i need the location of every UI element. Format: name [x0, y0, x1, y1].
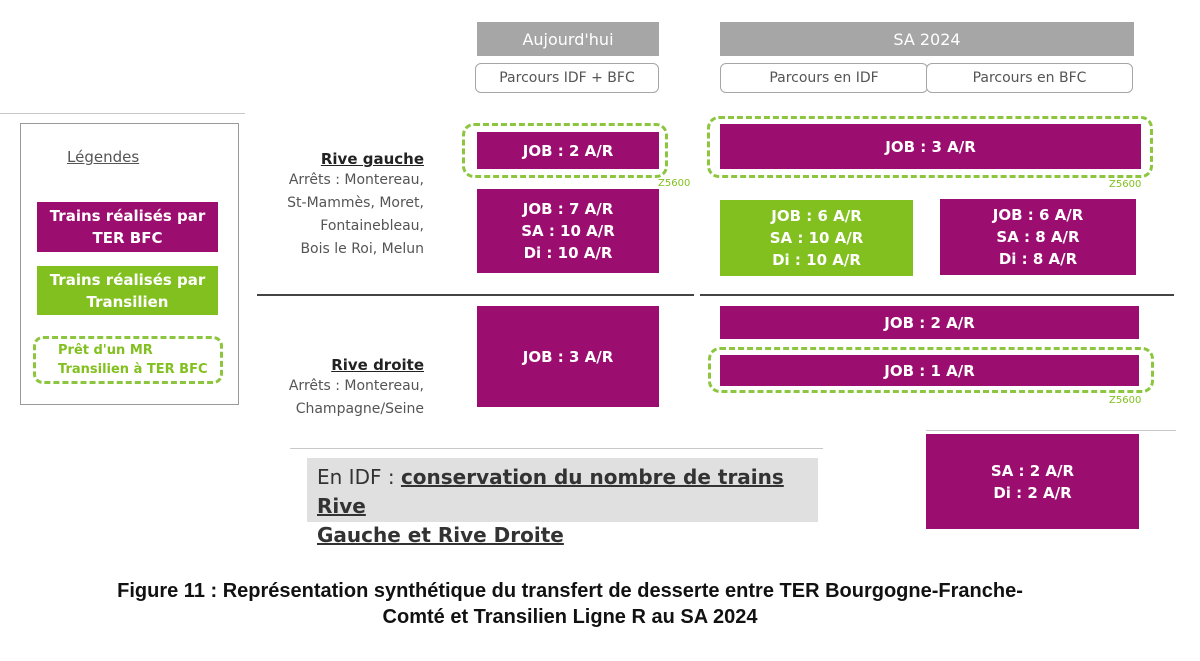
legend-transilien-line1: Trains réalisés par [49, 270, 206, 289]
rg-today-top-box: JOB : 2 A/R [477, 132, 659, 169]
figure-caption-line1: Figure 11 : Représentation synthétique d… [117, 580, 1023, 602]
rive-gauche-stop: Arrêts : Montereau, [288, 172, 424, 188]
rg-sa-bfc-line: SA : 8 A/R [996, 228, 1080, 246]
pret-mr-dashed-outline [708, 347, 1154, 393]
figure-caption-line2: Comté et Transilien Ligne R au SA 2024 [382, 606, 758, 628]
legend-pret-mr: Prêt d'un MR Transilien à TER BFC [33, 336, 223, 384]
legend-transilien-line2: Transilien [86, 292, 169, 311]
rg-sa-bfc-line: JOB : 6 A/R [992, 206, 1084, 224]
legend-ter-line1: Trains réalisés par [49, 207, 206, 225]
rd-sa-bfc-line: Di : 2 A/R [993, 483, 1072, 502]
legend-title: Légendes [67, 148, 140, 166]
separator-right [700, 294, 1174, 296]
rd-sa-box-2: JOB : 1 A/R [720, 355, 1139, 386]
subheader-bfc: Parcours en BFC [926, 63, 1133, 93]
rive-gauche-stop: Bois le Roi, Melun [300, 241, 424, 257]
rive-gauche-stops: Arrêts : Montereau, St-Mammès, Moret, Fo… [250, 169, 424, 261]
pret-mr-dashed-outline [462, 123, 668, 178]
idf-note-line1: En IDF : conservation du nombre de train… [317, 463, 808, 521]
rg-sa-bfc-line: Di : 8 A/R [998, 250, 1078, 268]
legend-top-rule [0, 113, 245, 114]
rive-gauche-label: Rive gauche Arrêts : Montereau, St-Mammè… [250, 150, 424, 261]
z5600-label: Z5600 [1109, 395, 1142, 406]
separator-left [257, 294, 694, 296]
rg-today-bottom-line: SA : 10 A/R [521, 222, 615, 240]
rg-sa-top-text: JOB : 3 A/R [885, 137, 976, 156]
rive-droite-label: Rive droite Arrêts : Montereau, Champagn… [250, 356, 424, 421]
rg-sa-idf-line: SA : 10 A/R [769, 229, 864, 247]
rive-gauche-title: Rive gauche [320, 150, 424, 168]
rive-droite-title: Rive droite [331, 356, 424, 374]
rg-sa-idf-line: JOB : 6 A/R [771, 207, 862, 225]
idf-note-prefix: En IDF : [317, 465, 401, 489]
pret-mr-dashed-outline [707, 116, 1153, 178]
rive-gauche-stop: St-Mammès, Moret, [287, 195, 424, 211]
rd-sa-1-text: JOB : 2 A/R [884, 313, 975, 332]
thin-rule-left [290, 448, 823, 449]
rg-sa-idf-box: JOB : 6 A/R SA : 10 A/R Di : 10 A/R [720, 200, 913, 276]
header-today: Aujourd'hui [477, 22, 659, 56]
rd-today-box: JOB : 3 A/R [477, 306, 659, 407]
rg-today-top-text: JOB : 2 A/R [522, 141, 614, 160]
rive-droite-stops: Arrêts : Montereau, Champagne/Seine [250, 375, 424, 421]
subheader-idf: Parcours en IDF [720, 63, 928, 93]
subheader-today: Parcours IDF + BFC [475, 63, 659, 93]
legend-transilien: Trains réalisés par Transilien [37, 266, 218, 315]
legend-pret-line2: Transilien à TER BFC [58, 362, 208, 377]
rg-today-bottom-box: JOB : 7 A/R SA : 10 A/R Di : 10 A/R [477, 189, 659, 273]
legend-pret-line1: Prêt d'un MR [58, 343, 153, 358]
header-sa2024: SA 2024 [720, 22, 1134, 56]
rive-gauche-stop: Fontainebleau, [320, 218, 424, 234]
rg-sa-bfc-box: JOB : 6 A/R SA : 8 A/R Di : 8 A/R [940, 199, 1136, 275]
legend-panel [20, 123, 239, 405]
rd-sa-bfc-box: SA : 2 A/R Di : 2 A/R [926, 434, 1139, 529]
idf-note-emphasis: conservation du nombre de trains Rive [317, 465, 784, 518]
rd-today-text: JOB : 3 A/R [522, 347, 614, 366]
rd-sa-2-text: JOB : 1 A/R [884, 361, 975, 380]
rive-droite-stop: Arrêts : Montereau, [288, 378, 424, 394]
legend-ter-bfc: Trains réalisés par TER BFC [37, 202, 218, 252]
z5600-label: Z5600 [658, 178, 691, 189]
rd-sa-bfc-line: SA : 2 A/R [990, 461, 1075, 480]
rg-sa-top-box: JOB : 3 A/R [720, 124, 1141, 169]
thin-rule-right [926, 430, 1176, 431]
rd-sa-box-1: JOB : 2 A/R [720, 306, 1139, 339]
legend-ter-line2: TER BFC [92, 229, 163, 247]
idf-note-line2: Gauche et Rive Droite [317, 523, 564, 547]
rg-today-bottom-line: JOB : 7 A/R [522, 200, 614, 218]
rg-today-bottom-line: Di : 10 A/R [523, 244, 613, 262]
z5600-label: Z5600 [1109, 179, 1142, 190]
rive-droite-stop: Champagne/Seine [295, 401, 424, 417]
figure-caption: Figure 11 : Représentation synthétique d… [0, 578, 1140, 630]
idf-note: En IDF : conservation du nombre de train… [307, 458, 818, 547]
rg-sa-idf-line: Di : 10 A/R [772, 251, 861, 269]
